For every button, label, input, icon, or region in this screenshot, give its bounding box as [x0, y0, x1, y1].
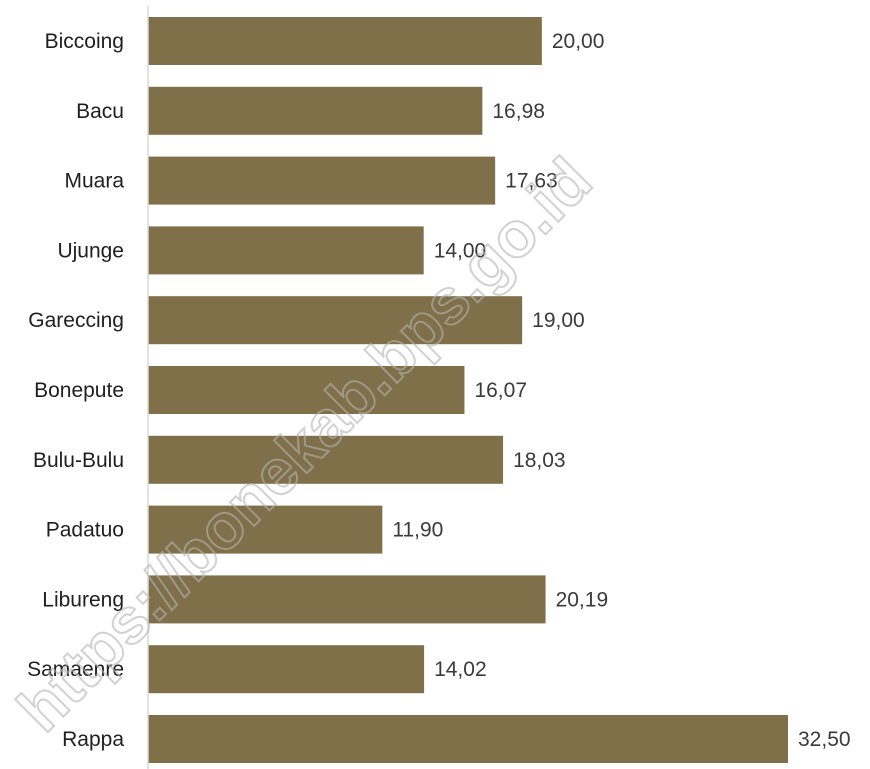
category-label: Samaenre — [27, 658, 124, 681]
value-label: 20,19 — [556, 588, 609, 611]
value-label: 11,90 — [392, 519, 443, 542]
category-label: Ujunge — [57, 239, 124, 262]
category-labels-group: Biccoing Bacu Muara Ujunge Gareccing Bonepute… — [27, 30, 124, 751]
value-label: 16,07 — [474, 379, 527, 402]
bar-bacu — [148, 86, 483, 135]
bar-ujunge — [148, 226, 424, 275]
bar-bonepute — [148, 366, 465, 414]
value-label: 20,00 — [552, 30, 605, 53]
bar-biccoing — [148, 17, 542, 65]
value-label: 18,03 — [513, 449, 566, 472]
value-label: 14,02 — [434, 658, 487, 681]
value-label: 19,00 — [532, 309, 585, 332]
bar-gareccing — [148, 296, 523, 345]
bars-group — [148, 17, 788, 763]
category-label: Biccoing — [45, 30, 124, 53]
value-label: 17,63 — [505, 170, 558, 193]
category-label: Padatuo — [46, 519, 124, 542]
value-label: 14,00 — [434, 239, 487, 262]
category-label: Bacu — [76, 100, 124, 123]
category-label: Bonepute — [34, 379, 124, 402]
value-labels-group: 20,00 16,98 17,63 14,00 19,00 16,07 18,03 11,90… — [392, 30, 850, 751]
category-label: Libureng — [42, 588, 124, 611]
bar-muara — [148, 156, 496, 205]
category-label: Muara — [64, 170, 124, 193]
category-label: Bulu-Bulu — [33, 449, 124, 472]
value-label: 16,98 — [492, 100, 545, 123]
value-label: 32,50 — [798, 728, 851, 751]
category-label: Rappa — [62, 728, 124, 751]
category-label: Gareccing — [28, 309, 124, 332]
bar-padatuo — [148, 505, 383, 554]
bar-libureng — [148, 575, 546, 624]
bar-rappa — [148, 715, 788, 763]
bar-samaenre — [148, 645, 425, 694]
bar-bulu-bulu — [148, 435, 504, 484]
